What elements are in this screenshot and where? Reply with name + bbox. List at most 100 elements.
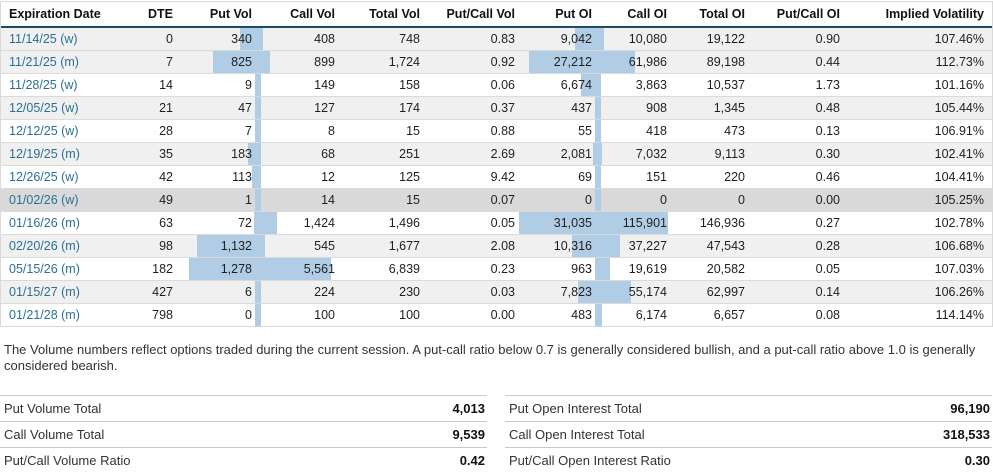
cell-value: 1,278 [220, 262, 252, 276]
cell-value: 49 [159, 193, 173, 207]
cell-date: 01/02/26 (w) [1, 188, 111, 212]
expiration-date-link[interactable]: 01/02/26 (w) [9, 193, 79, 207]
put-vol-histogram-bar [252, 166, 258, 188]
cell-call-vol: 545 [258, 234, 341, 258]
cell-date: 01/15/27 (m) [1, 280, 111, 304]
call-vol-histogram-bar [258, 143, 261, 165]
put-vol-histogram-bar [197, 235, 258, 257]
put-vol-histogram-bar [189, 258, 258, 280]
cell-value: 483 [571, 308, 592, 322]
summary-row: Put Volume Total 4,013 [0, 394, 487, 421]
cell-value: 47 [238, 101, 252, 115]
cell-dte: 0 [111, 27, 179, 51]
cell-value: 12 [321, 170, 335, 184]
put-vol-histogram-bar [248, 143, 258, 165]
expiration-date-link[interactable]: 01/16/26 (m) [9, 216, 80, 230]
cell-dte: 798 [111, 303, 179, 326]
cell-value: 102.41% [934, 147, 984, 161]
cell-pc-oi: 0.46 [751, 165, 846, 189]
cell-date: 12/26/25 (w) [1, 165, 111, 189]
cell-value: 748 [399, 32, 420, 46]
expiration-date-link[interactable]: 12/26/25 (w) [9, 170, 79, 184]
cell-value: 125 [399, 170, 420, 184]
expiration-date-link[interactable]: 05/15/26 (m) [9, 262, 80, 276]
call-vol-histogram-bar [258, 304, 261, 326]
cell-put-vol: 7 [179, 119, 258, 143]
table-row: 11/21/25 (m) 7 825 899 1,724 0.92 27,212 61,986… [1, 50, 992, 74]
expiration-date-link[interactable]: 12/19/25 (m) [9, 147, 80, 161]
expiration-date-link[interactable]: 11/28/25 (w) [9, 78, 78, 92]
cell-value: 100 [314, 308, 335, 322]
cell-call-oi: 10,080 [598, 27, 673, 51]
cell-dte: 35 [111, 142, 179, 166]
cell-value: 10,537 [706, 78, 745, 92]
put-oi-histogram-bar [595, 304, 598, 326]
expiration-date-link[interactable]: 02/20/26 (m) [9, 239, 80, 253]
cell-call-vol: 899 [258, 50, 341, 74]
cell-dte: 63 [111, 211, 179, 235]
cell-value: 908 [646, 101, 667, 115]
put-vol-histogram-bar [254, 212, 258, 234]
cell-value: 158 [399, 78, 420, 92]
cell-total-vol: 748 [341, 27, 426, 51]
cell-value: 7,823 [560, 285, 592, 299]
expiration-date-link[interactable]: 11/21/25 (m) [9, 55, 79, 69]
cell-value: 55,174 [628, 285, 667, 299]
cell-value: 0.23 [490, 262, 515, 276]
cell-put-oi: 69 [521, 165, 598, 189]
expiration-date-link[interactable]: 12/05/25 (w) [9, 101, 79, 115]
cell-call-vol: 127 [258, 96, 341, 120]
cell-total-vol: 15 [341, 119, 426, 143]
cell-pc-oi: 0.27 [751, 211, 846, 235]
cell-total-oi: 47,543 [673, 234, 751, 258]
cell-pc-vol: 2.08 [426, 234, 521, 258]
cell-dte: 42 [111, 165, 179, 189]
summary-row: Put Open Interest Total 96,190 [505, 394, 992, 421]
cell-put-vol: 9 [179, 73, 258, 97]
cell-total-oi: 146,936 [673, 211, 751, 235]
call-oi-histogram-bar [598, 304, 602, 326]
expiration-date-link[interactable]: 11/14/25 (w) [9, 32, 78, 46]
cell-total-oi: 10,537 [673, 73, 751, 97]
expiration-date-link[interactable]: 01/15/27 (m) [9, 285, 80, 299]
summary-value: 0.30 [964, 452, 990, 468]
cell-value: 340 [231, 32, 252, 46]
cell-value: 6,839 [388, 262, 420, 276]
expiration-date-link[interactable]: 01/21/28 (m) [9, 308, 80, 322]
cell-total-vol: 6,839 [341, 257, 426, 281]
cell-value: 62,997 [706, 285, 745, 299]
options-expiration-table: Expiration Date DTE Put Vol Call Vol Total V… [0, 1, 993, 327]
cell-put-oi: 963 [521, 257, 598, 281]
cell-value: 106.68% [934, 239, 984, 253]
cell-pc-oi: 1.73 [751, 73, 846, 97]
cell-value: 114.14% [935, 308, 984, 322]
cell-value: 21 [159, 101, 173, 115]
cell-dte: 28 [111, 119, 179, 143]
summary-value: 96,190 [950, 400, 990, 416]
cell-value: 104.41% [934, 170, 984, 184]
cell-call-oi: 19,619 [598, 257, 673, 281]
cell-value: 0 [738, 193, 745, 207]
call-oi-histogram-bar [598, 235, 620, 257]
cell-iv: 114.14% [846, 303, 992, 326]
summary-row: Call Open Interest Total 318,533 [505, 420, 992, 447]
call-oi-histogram-bar [598, 120, 601, 142]
cell-put-vol: 1,278 [179, 257, 258, 281]
cell-value: 251 [399, 147, 420, 161]
call-oi-histogram-bar [598, 143, 602, 165]
cell-value: 15 [406, 193, 420, 207]
put-vol-histogram-bar [213, 51, 258, 73]
cell-value: 98 [159, 239, 173, 253]
cell-value: 0.07 [490, 193, 515, 207]
cell-put-vol: 1,132 [179, 234, 258, 258]
summary-value: 4,013 [452, 400, 485, 416]
cell-call-vol: 408 [258, 27, 341, 51]
cell-call-vol: 149 [258, 73, 341, 97]
summary-section: Put Volume Total 4,013 Call Volume Total 9,… [0, 394, 993, 473]
summary-row: Put/Call Volume Ratio 0.42 [0, 446, 487, 473]
cell-value: 112.73% [935, 55, 984, 69]
column-header-dte: DTE [111, 2, 179, 28]
cell-date: 05/15/26 (m) [1, 257, 111, 281]
expiration-date-link[interactable]: 12/12/25 (w) [9, 124, 79, 138]
cell-date: 01/21/28 (m) [1, 303, 111, 326]
